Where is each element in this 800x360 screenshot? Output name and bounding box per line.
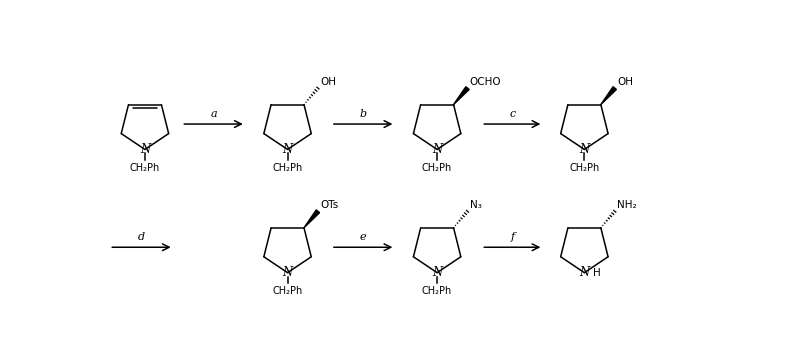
- Text: N: N: [579, 266, 590, 279]
- Text: N: N: [282, 143, 293, 156]
- Text: OTs: OTs: [320, 200, 338, 210]
- Text: N₃: N₃: [470, 200, 482, 210]
- Text: f: f: [510, 232, 514, 242]
- Polygon shape: [304, 210, 320, 228]
- Text: N: N: [432, 143, 442, 156]
- Polygon shape: [601, 87, 617, 105]
- Text: d: d: [138, 232, 145, 242]
- Text: N: N: [579, 143, 590, 156]
- Text: NH₂: NH₂: [617, 200, 637, 210]
- Text: a: a: [210, 109, 217, 119]
- Polygon shape: [454, 87, 469, 105]
- Text: OH: OH: [617, 77, 633, 86]
- Text: CH₂Ph: CH₂Ph: [130, 163, 160, 172]
- Text: CH₂Ph: CH₂Ph: [273, 286, 302, 296]
- Text: CH₂Ph: CH₂Ph: [570, 163, 599, 172]
- Text: e: e: [360, 232, 366, 242]
- Text: CH₂Ph: CH₂Ph: [273, 163, 302, 172]
- Text: N: N: [282, 266, 293, 279]
- Text: CH₂Ph: CH₂Ph: [422, 286, 452, 296]
- Text: N: N: [140, 143, 150, 156]
- Text: CH₂Ph: CH₂Ph: [422, 163, 452, 172]
- Text: OH: OH: [320, 77, 336, 86]
- Text: OCHO: OCHO: [470, 77, 502, 86]
- Text: c: c: [509, 109, 515, 119]
- Text: b: b: [359, 109, 366, 119]
- Text: N: N: [432, 266, 442, 279]
- Text: H: H: [593, 268, 601, 278]
